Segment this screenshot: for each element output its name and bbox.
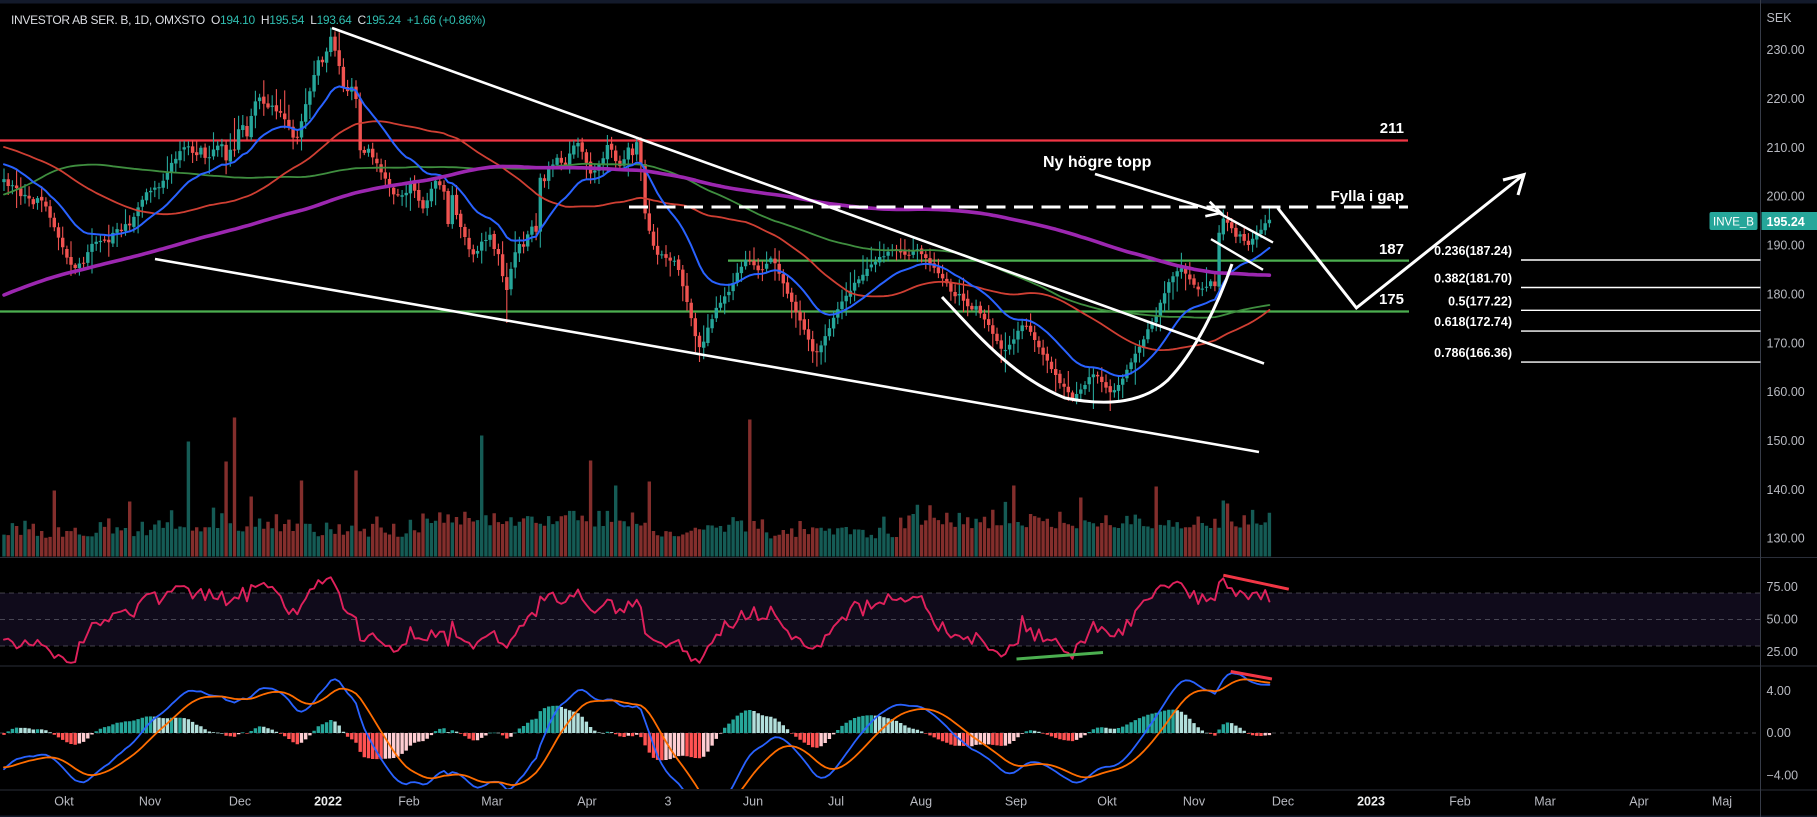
svg-text:2022: 2022 [314,795,342,809]
svg-text:Apr: Apr [577,795,596,809]
svg-text:Feb: Feb [1449,795,1471,809]
svg-text:25.00: 25.00 [1767,645,1798,659]
svg-text:3: 3 [665,795,672,809]
svg-text:140.00: 140.00 [1767,483,1805,497]
svg-text:0.5(177.22): 0.5(177.22) [1448,294,1512,308]
svg-text:Sep: Sep [1005,795,1027,809]
svg-text:Okt: Okt [54,795,74,809]
svg-text:Jul: Jul [828,795,844,809]
svg-text:Mar: Mar [481,795,503,809]
svg-text:187: 187 [1379,241,1404,258]
svg-text:175: 175 [1379,291,1404,308]
svg-text:Apr: Apr [1629,795,1648,809]
svg-text:0.00: 0.00 [1767,726,1791,740]
svg-text:Dec: Dec [1272,795,1294,809]
svg-text:SEK: SEK [1767,11,1793,25]
svg-text:INVESTOR AB SER. B, 1D, OMXSTO: INVESTOR AB SER. B, 1D, OMXSTO O194.10 H19… [11,13,486,27]
svg-text:180.00: 180.00 [1767,287,1805,301]
svg-text:Feb: Feb [398,795,420,809]
svg-text:195.24: 195.24 [1767,215,1805,229]
svg-text:160.00: 160.00 [1767,385,1805,399]
svg-text:150.00: 150.00 [1767,434,1805,448]
svg-text:Fylla i gap: Fylla i gap [1331,188,1404,205]
svg-text:50.00: 50.00 [1767,613,1798,627]
svg-text:130.00: 130.00 [1767,532,1805,546]
svg-text:−4.00: −4.00 [1767,769,1799,783]
svg-text:211: 211 [1380,120,1404,137]
svg-text:170.00: 170.00 [1767,336,1805,350]
svg-text:Nov: Nov [139,795,162,809]
svg-text:0.618(172.74): 0.618(172.74) [1434,315,1512,329]
svg-text:Maj: Maj [1712,795,1732,809]
svg-text:210.00: 210.00 [1767,141,1805,155]
svg-text:200.00: 200.00 [1767,190,1805,204]
svg-text:0.382(181.70): 0.382(181.70) [1434,272,1512,286]
svg-text:0.236(187.24): 0.236(187.24) [1434,244,1512,258]
svg-text:Ny högre topp: Ny högre topp [1043,154,1152,171]
svg-text:190.00: 190.00 [1767,239,1805,253]
svg-text:0.786(166.36): 0.786(166.36) [1434,346,1512,360]
svg-text:75.00: 75.00 [1767,580,1798,594]
svg-text:Nov: Nov [1183,795,1206,809]
svg-text:4.00: 4.00 [1767,684,1791,698]
svg-text:Okt: Okt [1097,795,1117,809]
svg-text:Jun: Jun [743,795,763,809]
svg-text:230.00: 230.00 [1767,43,1805,57]
svg-text:INVE_B: INVE_B [1713,217,1754,229]
svg-text:2023: 2023 [1357,795,1385,809]
svg-text:220.00: 220.00 [1767,92,1805,106]
svg-text:Mar: Mar [1534,795,1556,809]
svg-text:Dec: Dec [229,795,251,809]
svg-text:Aug: Aug [910,795,932,809]
